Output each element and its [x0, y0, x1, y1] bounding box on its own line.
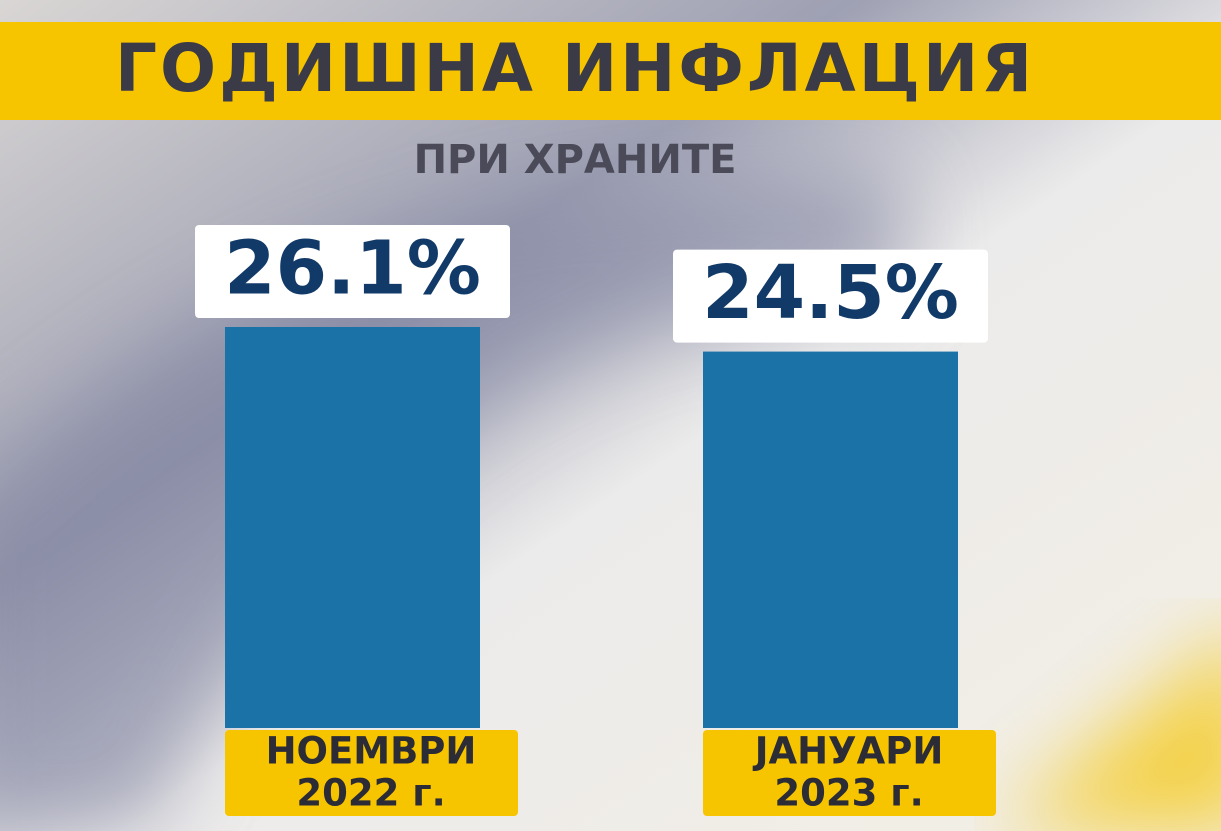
x-tick-label: НОЕМВРИ [266, 730, 477, 773]
bar [703, 351, 958, 728]
chart-subtitle: ПРИ ХРАНИТЕ [414, 137, 737, 183]
x-tick-label: 2023 г. [774, 772, 923, 815]
value-label: 24.5% [702, 250, 959, 336]
title-banner [0, 22, 1221, 120]
value-label-box [673, 249, 988, 343]
x-tick-label: ЈАНУАРИ [752, 730, 944, 773]
chart-title: ГОДИШНА ИНФЛАЦИЯ [115, 30, 1035, 107]
value-label: 26.1% [224, 226, 481, 312]
category-box [703, 730, 996, 816]
bar [225, 327, 480, 728]
value-label-box [195, 225, 510, 318]
x-tick-label: 2022 г. [296, 772, 445, 815]
background-glow [1000, 649, 1221, 831]
category-box [225, 730, 518, 816]
